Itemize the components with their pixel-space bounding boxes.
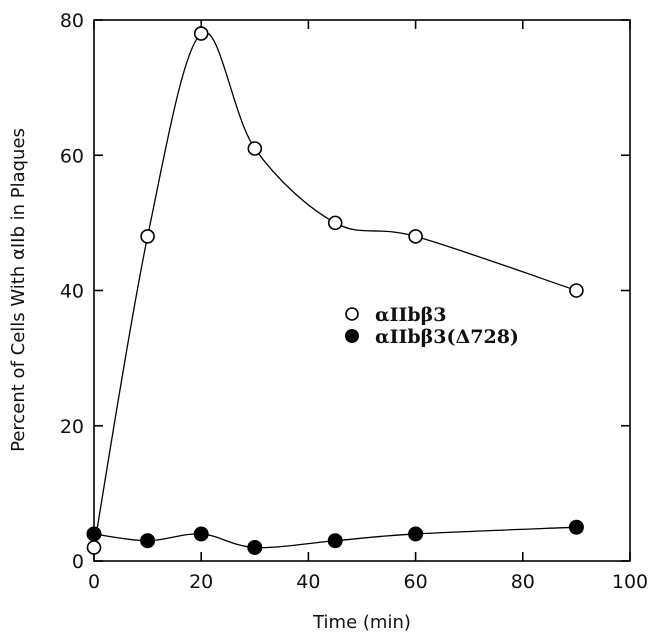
y-tick-label-3: 60: [60, 145, 84, 167]
x-tick-label-0: 0: [88, 571, 100, 593]
data-point-s0-4: [327, 215, 343, 231]
data-point-s0-6: [569, 283, 584, 298]
legend-marker-filled: [345, 329, 359, 343]
data-point-s1-6: [568, 519, 584, 535]
legend-label-1: αIIbβ3(Δ728): [375, 326, 519, 348]
data-point-s0-1: [140, 229, 155, 244]
x-tick-label-1: 20: [189, 571, 213, 593]
data-point-s0-2: [193, 26, 209, 41]
x-tick-label-2: 40: [296, 571, 320, 593]
data-point-s1-0: [86, 526, 102, 542]
data-point-s1-3: [247, 539, 263, 555]
series-markers: [86, 26, 584, 555]
y-tick-label-1: 20: [60, 416, 84, 438]
x-tick-label-4: 80: [511, 571, 535, 593]
y-tick-label-2: 40: [60, 281, 84, 303]
data-point-s1-5: [408, 526, 424, 542]
x-axis-title: Time (min): [312, 612, 411, 633]
legend-label-0: αIIbβ3: [375, 304, 447, 326]
axis-ticks: 0 20 40 60 80 100 0 20 40 60 80: [60, 10, 648, 593]
x-tick-label-3: 60: [404, 571, 428, 593]
x-tick-label-5: 100: [612, 571, 648, 593]
series-curves: [93, 31, 577, 549]
data-point-s1-2: [193, 526, 209, 542]
plot-frame: [93, 19, 631, 562]
data-point-s1-4: [327, 533, 343, 549]
legend-marker-open: [345, 307, 359, 321]
data-point-s0-5: [408, 229, 423, 244]
series-line-0: [93, 31, 577, 548]
legend: αIIbβ3 αIIbβ3(Δ728): [345, 304, 519, 348]
y-axis-title: Percent of Cells With αIIb in Plaques: [8, 128, 29, 452]
data-point-s0-0: [86, 540, 102, 555]
data-point-s1-1: [140, 533, 156, 549]
y-tick-label-4: 80: [60, 10, 84, 32]
y-tick-label-0: 0: [72, 551, 84, 573]
data-point-s0-3: [247, 141, 263, 156]
